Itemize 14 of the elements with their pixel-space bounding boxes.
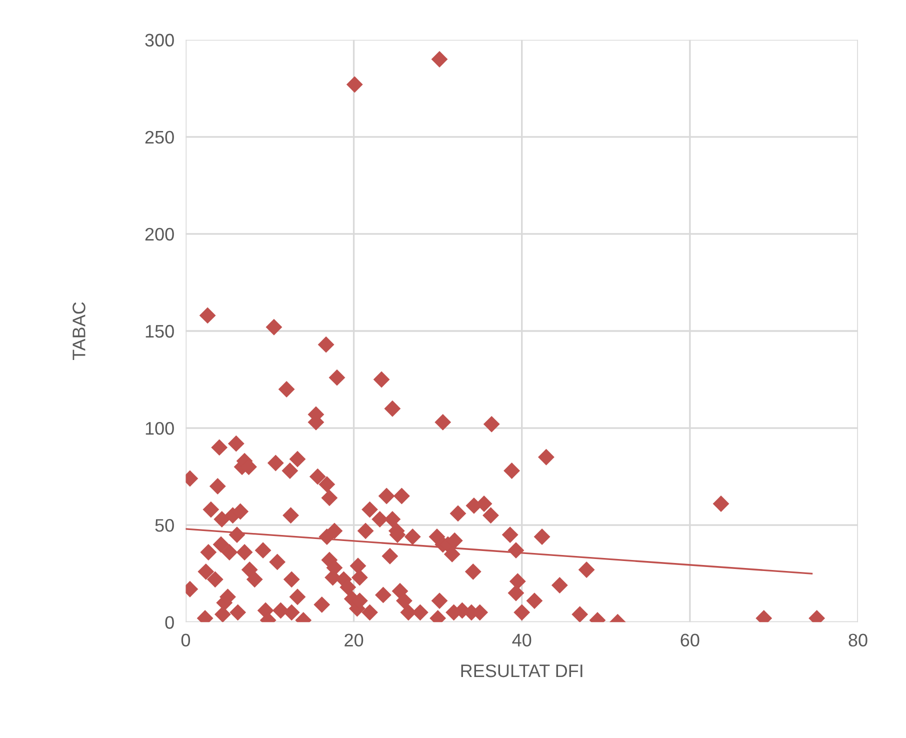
y-tick-label: 250 [145,130,174,144]
x-tick-label: 40 [512,634,532,647]
y-tick-label: 300 [145,34,174,47]
y-tick-label: 150 [146,324,174,338]
x-tick-label: 0 [181,634,190,647]
x-tick-label: 80 [848,634,868,647]
y-tick-label: 100 [146,422,174,435]
y-axis-title: TABAC [72,302,86,360]
x-axis-title: RESULTAT DFI [461,664,582,678]
y-tick-label: 200 [145,228,174,241]
x-tick-label: 60 [680,634,700,647]
x-tick-label: 20 [344,634,364,647]
y-tick-label: 50 [155,519,174,532]
y-tick-label: 0 [165,616,174,629]
